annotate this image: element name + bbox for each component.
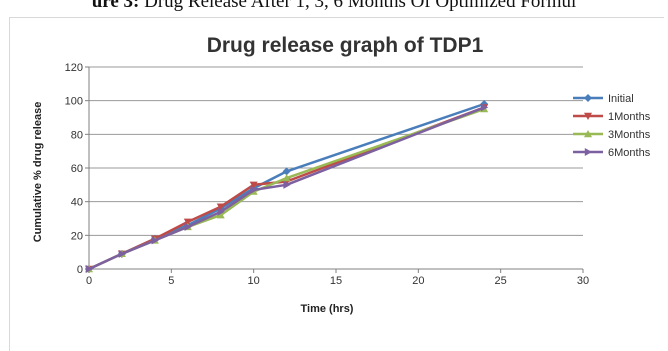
x-tick-label-30: 30 <box>577 275 589 287</box>
x-tick-label-25: 25 <box>495 275 507 287</box>
x-tick-label-0: 0 <box>86 275 92 287</box>
data-point-6months-1 <box>118 249 126 258</box>
y-tick-label-60: 60 <box>71 163 83 175</box>
legend-marker-6months <box>584 148 592 156</box>
figure-caption-prefix: ure 3: <box>91 0 140 12</box>
axes <box>85 66 584 273</box>
legend-item-initial: Initial <box>573 93 634 105</box>
series-6months <box>85 103 489 273</box>
data-point-3months-6 <box>282 174 291 182</box>
data-point-6months-5 <box>250 185 258 194</box>
legend: Initial 1Months 3Months 6Months <box>573 93 651 159</box>
y-tick-label-80: 80 <box>71 129 83 141</box>
legend-label-initial: Initial <box>608 93 634 105</box>
data-point-1months-3 <box>183 218 192 226</box>
y-axis-label: Cumulative % drug release <box>32 102 44 243</box>
figure-caption: ure 3: Drug Release After 1, 3, 6 Months… <box>0 0 668 13</box>
figure-caption-text: Drug Release After 1, 3, 6 Months Of Opt… <box>139 0 577 12</box>
x-tick-label-5: 5 <box>168 275 174 287</box>
legend-marker-1months <box>584 112 592 120</box>
series-layer <box>85 100 489 273</box>
legend-label-3months: 3Months <box>608 129 651 141</box>
chart-frame <box>9 17 664 351</box>
data-point-6months-7 <box>481 103 489 112</box>
chart-title: Drug release graph of TDP1 <box>207 34 484 57</box>
legend-item-1months: 1Months <box>573 111 651 123</box>
y-tick-label-100: 100 <box>65 96 83 108</box>
data-point-6months-6 <box>283 180 291 189</box>
legend-item-3months: 3Months <box>573 129 651 141</box>
data-point-6months-4 <box>217 207 225 216</box>
legend-marker-3months <box>584 130 592 138</box>
data-point-6months-3 <box>184 222 192 231</box>
tick-labels: 0 20 40 60 80 100 120 0 5 10 15 20 25 30 <box>65 62 589 287</box>
y-tick-label-40: 40 <box>71 197 83 209</box>
legend-marker-initial <box>584 94 592 102</box>
data-point-1months-5 <box>249 181 258 189</box>
legend-item-6months: 6Months <box>573 147 651 159</box>
data-point-1months-4 <box>216 203 225 211</box>
x-tick-label-15: 15 <box>330 275 342 287</box>
y-tick-label-20: 20 <box>71 230 83 242</box>
x-tick-label-10: 10 <box>248 275 260 287</box>
data-point-6months-0 <box>85 265 93 273</box>
y-tick-label-120: 120 <box>65 62 83 74</box>
data-point-6months-2 <box>151 236 159 245</box>
data-point-initial-6 <box>282 167 291 176</box>
data-point-3months-4 <box>216 211 225 219</box>
series-line-3months <box>88 107 485 271</box>
y-tick-label-0: 0 <box>77 264 83 276</box>
x-axis-label: Time (hrs) <box>301 303 354 315</box>
x-tick-label-20: 20 <box>412 275 424 287</box>
series-line-6months <box>88 106 485 271</box>
legend-label-1months: 1Months <box>608 111 651 123</box>
grid-lines <box>89 66 583 236</box>
legend-label-6months: 6Months <box>608 147 651 159</box>
